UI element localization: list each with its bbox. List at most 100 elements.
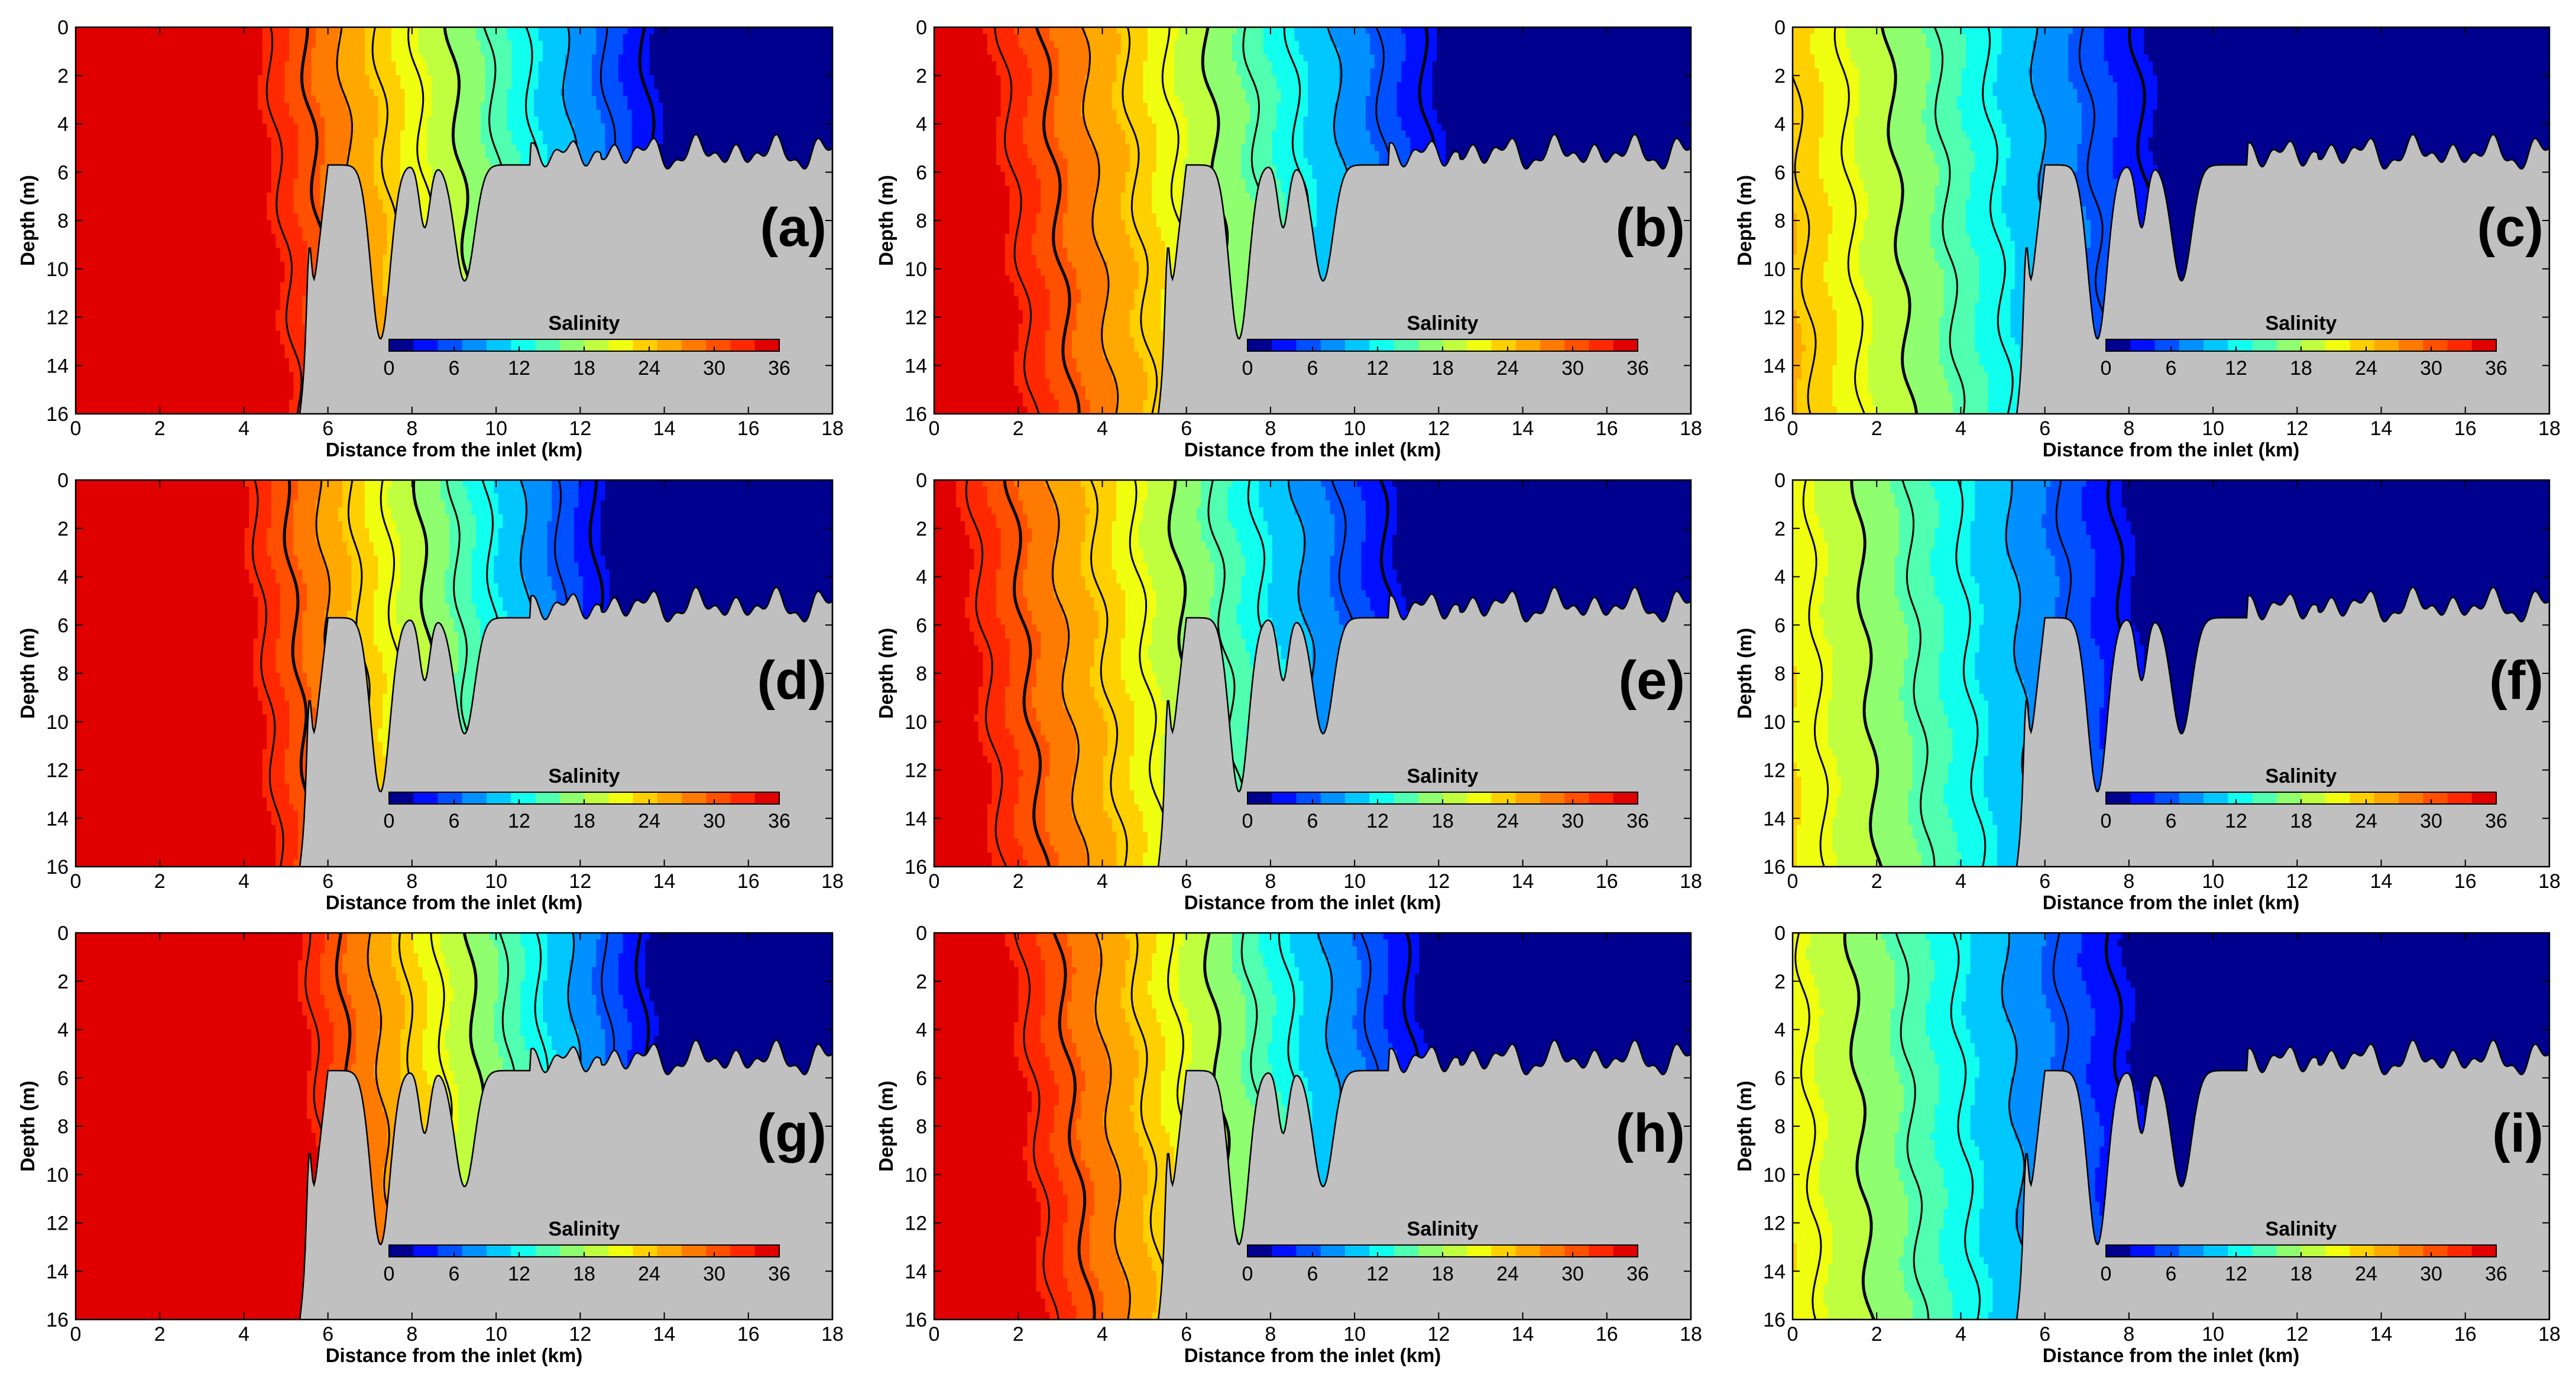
colorbar-title: Salinity [2266,1218,2337,1240]
x-tick-label: 6 [1181,417,1192,440]
y-tick-label: 8 [1774,663,1786,685]
colorbar-swatch [413,339,439,351]
y-tick-label: 10 [1763,258,1786,281]
colorbar-swatch [462,1245,487,1257]
x-tick-label: 18 [821,417,844,440]
y-tick-label: 4 [916,566,927,589]
x-tick-label: 10 [2202,1323,2224,1346]
x-tick-label: 16 [2454,870,2477,893]
x-tick-label: 18 [2538,417,2561,440]
x-axis-label: Distance from the inlet (km) [2043,891,2300,913]
colorbar-swatch [1296,792,1321,804]
x-tick-label: 6 [2039,1323,2050,1346]
colorbar-swatch [1491,1245,1517,1257]
colorbar-tick-label: 6 [449,1263,460,1285]
isohaline [1901,480,1936,867]
colorbar-tick-label: 30 [2420,810,2442,832]
colorbar-title: Salinity [1407,765,1479,787]
isohaline [965,480,1007,867]
colorbar-tick-label: 6 [1307,357,1318,380]
colorbar-title: Salinity [2266,312,2337,335]
y-tick-label: 0 [1774,469,1786,492]
colorbar-swatch [1443,339,1467,351]
colorbar-swatch [487,1245,511,1257]
colorbar-swatch [2374,792,2399,804]
colorbar-swatch [2325,339,2351,351]
colorbar-swatch [2276,1245,2302,1257]
x-tick-label: 18 [2538,870,2561,893]
y-tick-label: 0 [1774,922,1786,945]
y-axis-label: Depth (m) [17,175,38,266]
isohaline [1950,933,1981,1320]
x-tick-label: 14 [653,1323,676,1346]
x-tick-label: 18 [1680,1323,1702,1346]
colorbar-tick-label: 12 [1366,357,1389,380]
y-tick-label: 4 [57,566,69,589]
y-tick-label: 12 [905,307,927,329]
colorbar-swatch [1345,792,1370,804]
colorbar-swatch [2106,792,2131,804]
colorbar-swatch [559,339,585,351]
colorbar-swatch [1515,1245,1541,1257]
y-tick-label: 4 [1774,566,1786,589]
y-tick-label: 0 [1774,17,1786,39]
y-axis-label: Depth (m) [1733,1081,1755,1172]
y-tick-label: 2 [1774,971,1786,993]
colorbar-swatch [730,339,756,351]
y-tick-label: 4 [57,114,69,136]
x-tick-label: 10 [2202,870,2224,893]
panel-label: (h) [1616,1103,1685,1163]
colorbar-tick-label: 18 [573,1263,595,1285]
colorbar-swatch [1272,792,1297,804]
colorbar-swatch [682,339,707,351]
y-tick-label: 4 [1774,114,1786,136]
y-tick-label: 12 [46,307,69,329]
x-tick-label: 6 [1181,1323,1192,1346]
isohaline [1880,27,1919,414]
x-tick-label: 0 [929,870,940,893]
isohaline [1843,933,1875,1320]
colorbar-swatch [1540,792,1565,804]
colorbar-swatch [1296,339,1321,351]
colorbar-swatch [1540,339,1565,351]
isohaline [1982,27,2014,414]
colorbar-swatch [584,1245,609,1257]
x-tick-label: 14 [1512,870,1534,893]
x-tick-label: 4 [1097,870,1108,893]
x-tick-label: 18 [821,870,844,893]
y-axis-label: Depth (m) [1733,628,1755,719]
colorbar-swatch [2130,792,2156,804]
colorbar-tick-label: 36 [2485,1263,2507,1285]
colorbar-swatch [535,792,560,804]
colorbar-swatch [1564,792,1590,804]
colorbar-swatch [1248,792,1272,804]
y-tick-label: 16 [1763,403,1786,426]
colorbar-swatch [2252,339,2277,351]
colorbar-swatch [2204,792,2228,804]
colorbar-swatch [2204,339,2228,351]
y-axis-label: Depth (m) [17,1081,38,1172]
colorbar-tick-label: 36 [1626,357,1649,380]
x-tick-label: 8 [1265,417,1276,440]
x-tick-label: 16 [737,417,760,440]
colorbar-swatch [706,1245,731,1257]
colorbar-tick-label: 6 [2166,1263,2177,1285]
colorbar-swatch [413,1245,439,1257]
y-tick-label: 8 [1774,210,1786,232]
isohaline [1052,933,1096,1320]
x-tick-label: 2 [1871,1323,1882,1346]
colorbar-swatch [1394,792,1419,804]
colorbar-tick-label: 30 [703,1263,725,1285]
colorbar-swatch [2447,1245,2473,1257]
colorbar-swatch [1613,792,1638,804]
y-tick-label: 6 [57,614,69,637]
y-tick-label: 8 [916,1116,927,1138]
colorbar-tick-label: 12 [1366,1263,1389,1285]
colorbar-tick-label: 0 [384,357,395,380]
x-tick-label: 0 [70,1323,82,1346]
x-tick-label: 12 [1427,417,1450,440]
colorbar-tick-label: 36 [2485,810,2507,832]
colorbar-swatch [389,1245,414,1257]
colorbar-title: Salinity [549,1218,620,1240]
